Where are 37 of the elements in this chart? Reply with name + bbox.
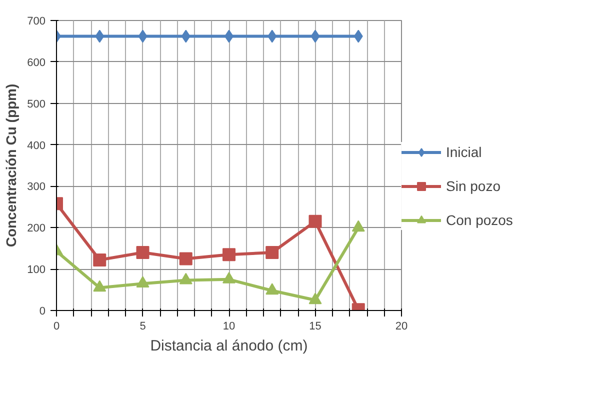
point <box>222 272 236 284</box>
y-tick-label: 100 <box>27 264 46 276</box>
y-tick-label: 400 <box>27 140 46 152</box>
point <box>179 252 192 266</box>
x-tick-label: 10 <box>222 320 236 332</box>
point <box>179 272 192 284</box>
point <box>308 214 322 228</box>
x-axis-title: Distancia al ánodo (cm) <box>150 338 308 354</box>
point <box>136 276 150 288</box>
point <box>93 253 106 266</box>
point <box>222 248 236 262</box>
legend-label: Inicial <box>446 144 482 160</box>
x-tick-label: 15 <box>309 320 322 332</box>
x-tick-label: 0 <box>53 320 60 332</box>
point <box>266 246 279 259</box>
y-tick-label: 0 <box>39 306 46 318</box>
legend-label: Sin pozo <box>446 178 500 194</box>
point <box>136 246 150 259</box>
y-tick-label: 200 <box>27 222 46 235</box>
x-tick-label: 20 <box>395 320 408 332</box>
y-tick-label: 500 <box>27 98 46 110</box>
point <box>93 280 106 292</box>
point <box>352 220 365 232</box>
point <box>268 30 277 43</box>
x-tick-label: 5 <box>140 320 146 332</box>
point <box>181 30 190 43</box>
point <box>308 292 322 304</box>
legend-label: Con pozos <box>446 212 513 228</box>
y-tick-label: 700 <box>27 16 46 28</box>
y-tick-label: 600 <box>27 56 46 69</box>
point <box>266 283 279 295</box>
point <box>95 30 104 43</box>
y-tick-label: 300 <box>27 181 46 194</box>
y-axis-title: Concentración Cu (ppm) <box>3 84 20 248</box>
point <box>354 30 363 43</box>
point <box>138 30 148 43</box>
point <box>310 30 320 43</box>
